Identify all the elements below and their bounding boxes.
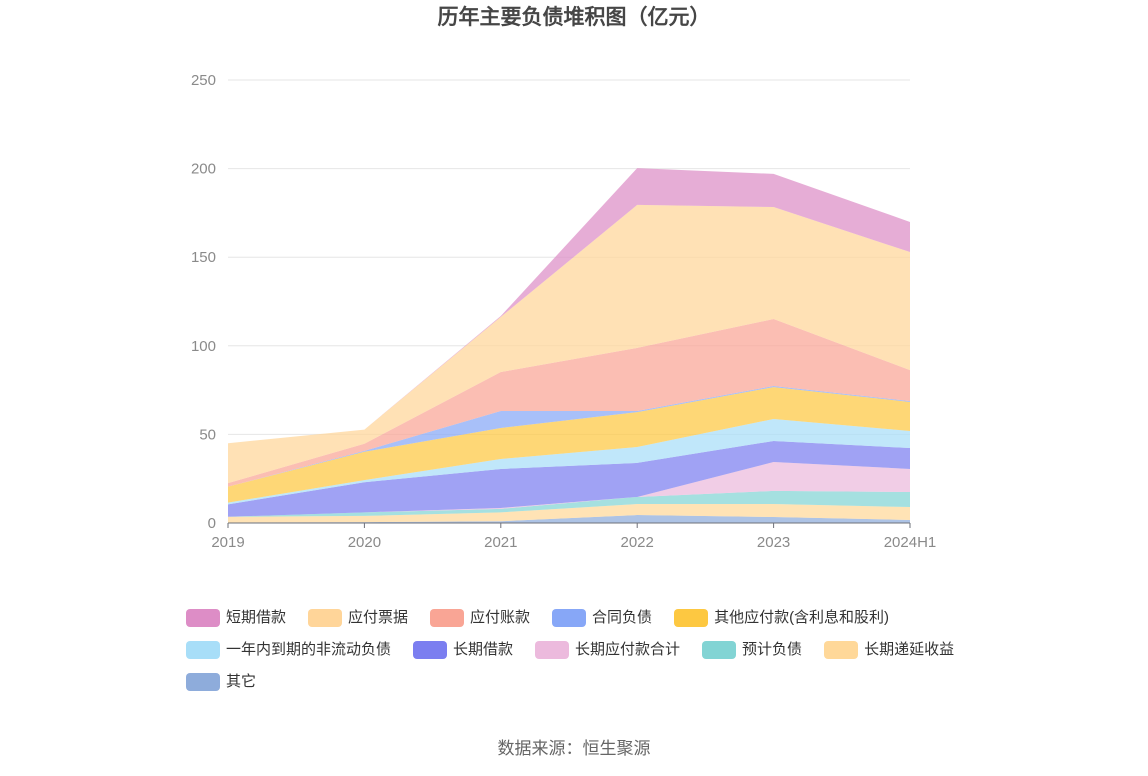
area-series-5 bbox=[228, 418, 910, 505]
x-tick-label: 2020 bbox=[348, 534, 381, 551]
legend-label-long-term-payables: 长期应付款合计 bbox=[575, 641, 681, 658]
area-series-6 bbox=[228, 440, 910, 517]
legend-swatch-notes-payable bbox=[308, 609, 343, 627]
area-series-8 bbox=[228, 490, 910, 517]
area-series-4 bbox=[228, 387, 910, 503]
legend-item-other-payables[interactable]: 其他应付款(含利息和股利) bbox=[674, 608, 889, 628]
legend-label-others: 其它 bbox=[226, 673, 257, 690]
legend-item-long-term-payables[interactable]: 长期应付款合计 bbox=[535, 640, 680, 660]
legend-row-2: 一年内到期的非流动负债 长期借款 长期应付款合计 预计负债 长期递延收益 bbox=[186, 640, 1086, 660]
legend-label-other-payables: 其他应付款(含利息和股利) bbox=[714, 609, 890, 626]
x-tick-label: 2021 bbox=[484, 534, 517, 551]
area-series-10 bbox=[228, 515, 910, 523]
legend-label-current-portion-noncurrent: 一年内到期的非流动负债 bbox=[226, 641, 392, 658]
legend-label-deferred-income: 长期递延收益 bbox=[864, 641, 955, 658]
legend-label-long-term-loans: 长期借款 bbox=[453, 641, 514, 658]
legend-item-accounts-payable[interactable]: 应付账款 bbox=[430, 608, 530, 628]
x-tick-label: 2024H1 bbox=[884, 534, 937, 551]
legend-item-deferred-income[interactable]: 长期递延收益 bbox=[824, 640, 954, 660]
legend-swatch-provisions bbox=[702, 641, 737, 659]
legend-swatch-short-term-loans bbox=[186, 609, 220, 627]
x-tick-label: 2019 bbox=[211, 534, 244, 551]
chart-legend: 短期借款 应付票据 应付账款 合同负债 其他应付款(含利息和股利) 一年内到期的… bbox=[186, 608, 1086, 704]
y-tick-label: 150 bbox=[191, 249, 216, 266]
legend-item-others[interactable]: 其它 bbox=[186, 672, 256, 692]
legend-label-accounts-payable: 应付账款 bbox=[470, 609, 531, 626]
area-layer bbox=[228, 168, 910, 523]
legend-row-3: 其它 bbox=[186, 672, 1086, 692]
legend-item-long-term-loans[interactable]: 长期借款 bbox=[413, 640, 513, 660]
legend-swatch-other-payables bbox=[674, 609, 709, 627]
y-tick-label: 50 bbox=[199, 426, 216, 443]
legend-item-current-portion-noncurrent[interactable]: 一年内到期的非流动负债 bbox=[186, 640, 391, 660]
legend-item-notes-payable[interactable]: 应付票据 bbox=[308, 608, 408, 628]
x-tick-label: 2022 bbox=[621, 534, 654, 551]
legend-swatch-deferred-income bbox=[824, 641, 859, 659]
x-tick-label: 2023 bbox=[757, 534, 790, 551]
y-tick-label: 100 bbox=[191, 338, 216, 355]
y-tick-label: 200 bbox=[191, 161, 216, 178]
area-series-2 bbox=[228, 319, 910, 487]
legend-label-short-term-loans: 短期借款 bbox=[226, 609, 287, 626]
y-tick-label: 250 bbox=[191, 72, 216, 89]
legend-label-provisions: 预计负债 bbox=[742, 641, 803, 658]
legend-item-contract-liabilities[interactable]: 合同负债 bbox=[552, 608, 652, 628]
y-tick-label: 0 bbox=[208, 515, 216, 532]
legend-swatch-long-term-payables bbox=[535, 641, 570, 659]
legend-swatch-contract-liabilities bbox=[552, 609, 587, 627]
legend-row-1: 短期借款 应付票据 应付账款 合同负债 其他应付款(含利息和股利) bbox=[186, 608, 1086, 628]
legend-label-notes-payable: 应付票据 bbox=[348, 609, 409, 626]
area-series-7 bbox=[228, 462, 910, 517]
legend-item-provisions[interactable]: 预计负债 bbox=[702, 640, 802, 660]
legend-swatch-current-portion-noncurrent bbox=[186, 641, 220, 659]
stacked-area-chart: 0 50 100 150 200 250 2019 2020 2021 2022 2023 2024… bbox=[191, 72, 937, 551]
area-series-1 bbox=[228, 204, 910, 484]
chart-title: 历年主要负债堆积图（亿元） bbox=[437, 6, 711, 29]
axis-layer: 2019 2020 2021 2022 2023 2024H1 bbox=[211, 522, 937, 551]
legend-swatch-accounts-payable bbox=[430, 609, 465, 627]
area-series-9 bbox=[228, 504, 910, 523]
legend-label-contract-liabilities: 合同负债 bbox=[592, 609, 653, 626]
legend-swatch-long-term-loans bbox=[413, 641, 448, 659]
legend-item-short-term-loans[interactable]: 短期借款 bbox=[186, 608, 286, 628]
data-source-note: 数据来源：恒生聚源 bbox=[497, 739, 651, 758]
legend-swatch-others bbox=[186, 673, 220, 691]
